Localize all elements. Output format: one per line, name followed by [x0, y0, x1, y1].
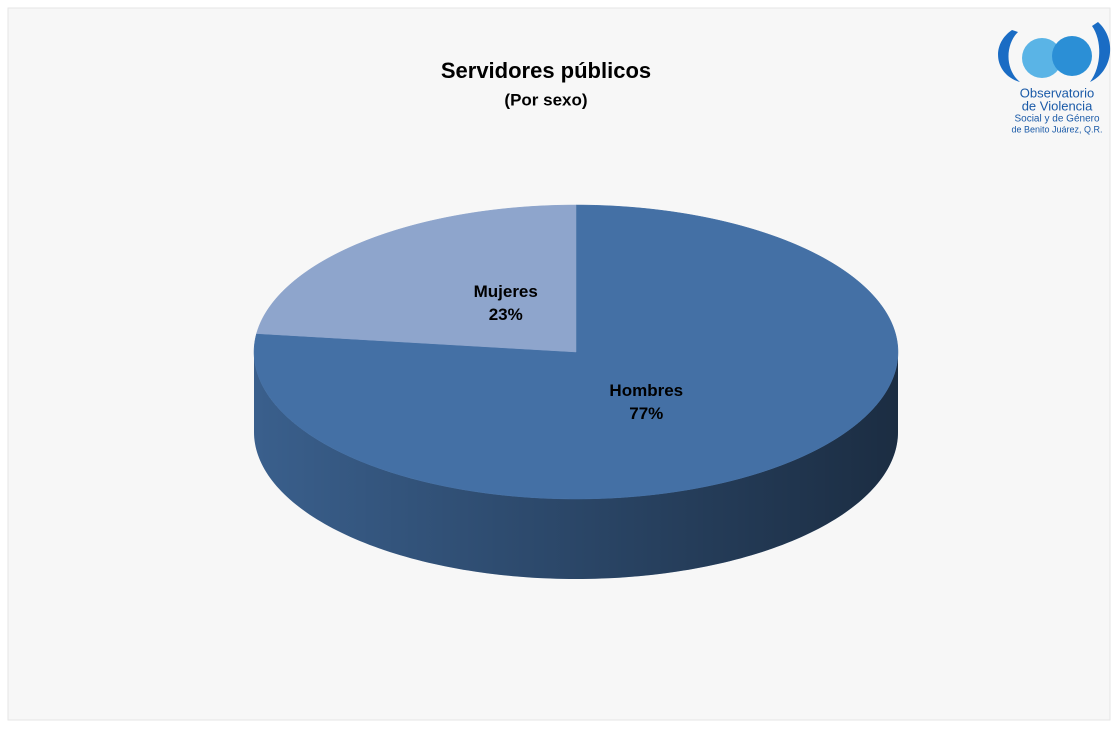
logo-shape — [1090, 22, 1111, 82]
data-label-name: Hombres — [609, 381, 683, 400]
logo-text: de Violencia — [1022, 98, 1093, 113]
logo-shape — [1052, 36, 1092, 76]
logo-text: de Benito Juárez, Q.R. — [1011, 124, 1102, 134]
data-label: 77% — [629, 404, 663, 423]
chart-subtitle: (Por sexo) — [504, 90, 587, 109]
logo-shape — [1022, 38, 1062, 78]
logo-text: Social y de Género — [1014, 114, 1099, 125]
data-label-name: Mujeres — [474, 282, 538, 301]
logo-shape — [998, 30, 1020, 82]
chart-title: Servidores públicos — [441, 58, 651, 83]
slice — [256, 204, 577, 353]
logo-text: Observatorio — [1020, 85, 1094, 100]
data-label: 23% — [489, 305, 523, 324]
slice-side-shade — [254, 352, 898, 579]
logo: Observatorio de Violencia Social y de Gé… — [998, 22, 1111, 134]
